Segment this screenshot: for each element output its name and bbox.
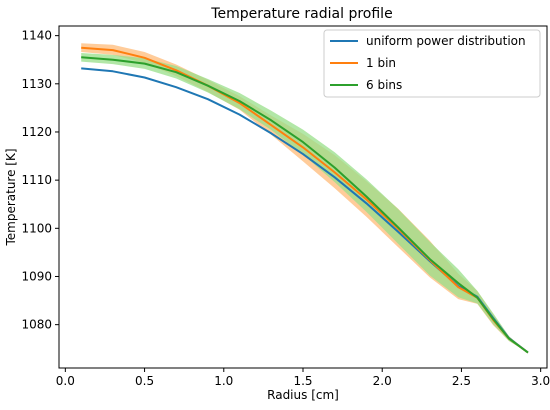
y-tick-label: 1080 [21,318,52,332]
plot-frame [58,25,548,369]
legend-box [323,29,541,98]
y-axis-ticks: 1080 1090 1100 1110 1120 1130 1140 [21,29,59,332]
x-axis-label: Radius [cm] [267,388,339,402]
y-tick-label: 1100 [21,221,52,235]
x-axis-ticks: 0.0 0.5 1.0 1.5 2.0 2.5 3.0 [56,368,550,388]
band-2 [81,53,528,353]
y-tick-label: 1110 [21,173,52,187]
x-tick-label: 1.0 [214,374,233,388]
x-tick-label: 2.5 [452,374,471,388]
y-tick-label: 1140 [21,29,52,43]
x-tick-label: 0.0 [56,374,75,388]
series-lines [81,46,529,354]
y-tick-label: 1130 [21,77,52,91]
y-axis-label: Temperature [K] [4,148,18,246]
x-tick-label: 2.0 [373,374,392,388]
legend-label-1-bin: 1 bin [366,56,396,70]
x-tick-label: 1.5 [293,374,312,388]
series-line-0 [81,67,529,354]
chart-title: Temperature radial profile [210,6,392,22]
legend-label-uniform: uniform power distribution [366,34,526,48]
x-tick-label: 0.5 [135,374,154,388]
y-tick-label: 1120 [21,125,52,139]
series-line-2 [81,56,529,354]
x-tick-label: 3.0 [531,374,550,388]
legend-label-6-bins: 6 bins [366,78,402,92]
y-tick-label: 1090 [21,269,52,283]
legend: uniform power distribution 1 bin 6 bins [323,29,541,98]
